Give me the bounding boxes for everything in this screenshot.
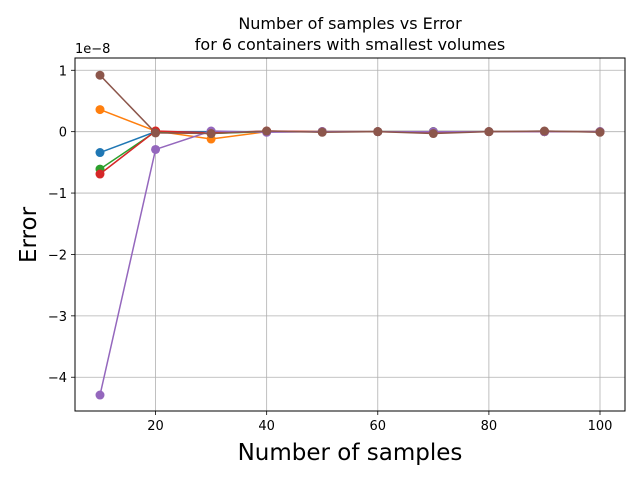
y-axis-label: Error [16, 206, 42, 263]
data-point [595, 127, 605, 137]
y-tick-label: −4 [48, 371, 67, 386]
data-point [95, 390, 105, 400]
data-point [317, 127, 327, 137]
x-tick-label: 100 [588, 419, 613, 434]
x-tick-label: 40 [258, 419, 275, 434]
x-tick-label: 80 [481, 419, 498, 434]
x-tick-label: 60 [370, 419, 387, 434]
y-tick-label: 1 [59, 64, 67, 79]
data-point [428, 129, 438, 139]
x-axis-label: Number of samples [238, 440, 463, 466]
x-tick-label: 20 [147, 419, 164, 434]
data-point [262, 126, 272, 136]
data-point [484, 127, 494, 137]
y-tick-label: −3 [48, 310, 67, 325]
data-point [151, 128, 161, 138]
ticks: 20 40 60 80 100 −4 −3 −2 −1 0 1 [48, 64, 613, 434]
chart-title-line-1: Number of samples vs Error [238, 14, 462, 33]
chart-title-line-2: for 6 containers with smallest volumes [195, 35, 505, 54]
data-point [373, 127, 383, 137]
y-tick-label: −2 [48, 248, 67, 263]
plot-frame [74, 57, 626, 412]
data-point [539, 126, 549, 136]
data-point [206, 129, 216, 139]
data-point [95, 148, 105, 158]
series-layer [95, 70, 605, 400]
data-point [95, 169, 105, 179]
data-point [95, 105, 105, 115]
series-line [99, 74, 601, 135]
data-point [95, 70, 105, 80]
y-tick-label: 0 [59, 126, 67, 141]
data-point [151, 144, 161, 154]
y-tick-label: −1 [48, 187, 67, 202]
y-offset-label: 1e−8 [75, 42, 110, 57]
